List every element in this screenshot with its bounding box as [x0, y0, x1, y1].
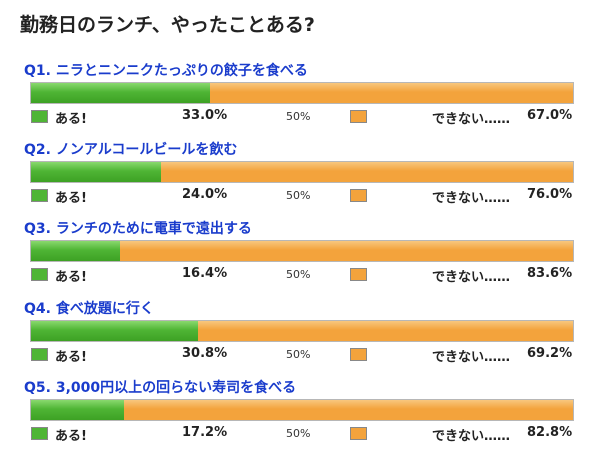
midpoint-label: 50% [286, 348, 311, 361]
yes-swatch [31, 110, 48, 123]
midpoint-label: 50% [286, 268, 311, 281]
no-swatch [350, 110, 367, 123]
chart-title: 勤務日のランチ、やったことある? [20, 14, 315, 36]
yes-label: ある! [55, 429, 87, 444]
legend-row: ある! 17.2% 50% できない…… 82.8% [0, 425, 600, 445]
question-label: Q5. 3,000円以上の回らない寿司を食べる [24, 380, 297, 396]
yes-percentage: 16.4% [182, 266, 228, 281]
question-label: Q2. ノンアルコールビールを飲む [24, 142, 238, 158]
no-percentage: 76.0% [527, 187, 573, 202]
yes-swatch [31, 348, 48, 361]
legend-row: ある! 24.0% 50% できない…… 76.0% [0, 187, 600, 207]
yes-label: ある! [55, 350, 87, 365]
question-row: Q4. 食べ放題に行くある! 30.8% 50% できない…… 69.2% [0, 298, 600, 378]
yes-percentage: 33.0% [182, 108, 228, 123]
bar-track [30, 320, 574, 342]
no-percentage: 83.6% [527, 266, 573, 281]
yes-label: ある! [55, 270, 87, 285]
legend-row: ある! 16.4% 50% できない…… 83.6% [0, 266, 600, 286]
yes-percentage: 24.0% [182, 187, 228, 202]
bar-yes-fill [31, 400, 125, 420]
bar-track [30, 161, 574, 183]
no-percentage: 67.0% [527, 108, 573, 123]
yes-swatch [31, 268, 48, 281]
question-label: Q4. 食べ放題に行く [24, 301, 154, 317]
question-row: Q5. 3,000円以上の回らない寿司を食べるある! 17.2% 50% できない……… [0, 377, 600, 457]
bar-track [30, 399, 574, 421]
no-swatch [350, 189, 367, 202]
legend-row: ある! 30.8% 50% できない…… 69.2% [0, 346, 600, 366]
yes-percentage: 17.2% [182, 425, 228, 440]
bar-yes-fill [31, 162, 162, 182]
no-label: できない…… [432, 191, 511, 206]
no-percentage: 69.2% [527, 346, 573, 361]
no-swatch [350, 427, 367, 440]
midpoint-label: 50% [286, 189, 311, 202]
midpoint-label: 50% [286, 427, 311, 440]
question-row: Q1. ニラとニンニクたっぷりの餃子を食べるある! 33.0% 50% できない…… 6… [0, 60, 600, 140]
question-row: Q2. ノンアルコールビールを飲むある! 24.0% 50% できない…… 76.0% [0, 139, 600, 219]
bar-yes-fill [31, 83, 210, 103]
no-percentage: 82.8% [527, 425, 573, 440]
no-swatch [350, 348, 367, 361]
no-label: できない…… [432, 350, 511, 365]
bar-yes-fill [31, 321, 198, 341]
question-label: Q1. ニラとニンニクたっぷりの餃子を食べる [24, 63, 308, 79]
yes-label: ある! [55, 112, 87, 127]
no-label: できない…… [432, 112, 511, 127]
question-row: Q3. ランチのために電車で遠出するある! 16.4% 50% できない…… 83.6% [0, 218, 600, 298]
legend-row: ある! 33.0% 50% できない…… 67.0% [0, 108, 600, 128]
yes-label: ある! [55, 191, 87, 206]
yes-swatch [31, 427, 48, 440]
question-label: Q3. ランチのために電車で遠出する [24, 221, 252, 237]
yes-swatch [31, 189, 48, 202]
bar-yes-fill [31, 241, 120, 261]
bar-track [30, 240, 574, 262]
no-swatch [350, 268, 367, 281]
no-label: できない…… [432, 429, 511, 444]
yes-percentage: 30.8% [182, 346, 228, 361]
bar-track [30, 82, 574, 104]
no-label: できない…… [432, 270, 511, 285]
midpoint-label: 50% [286, 110, 311, 123]
